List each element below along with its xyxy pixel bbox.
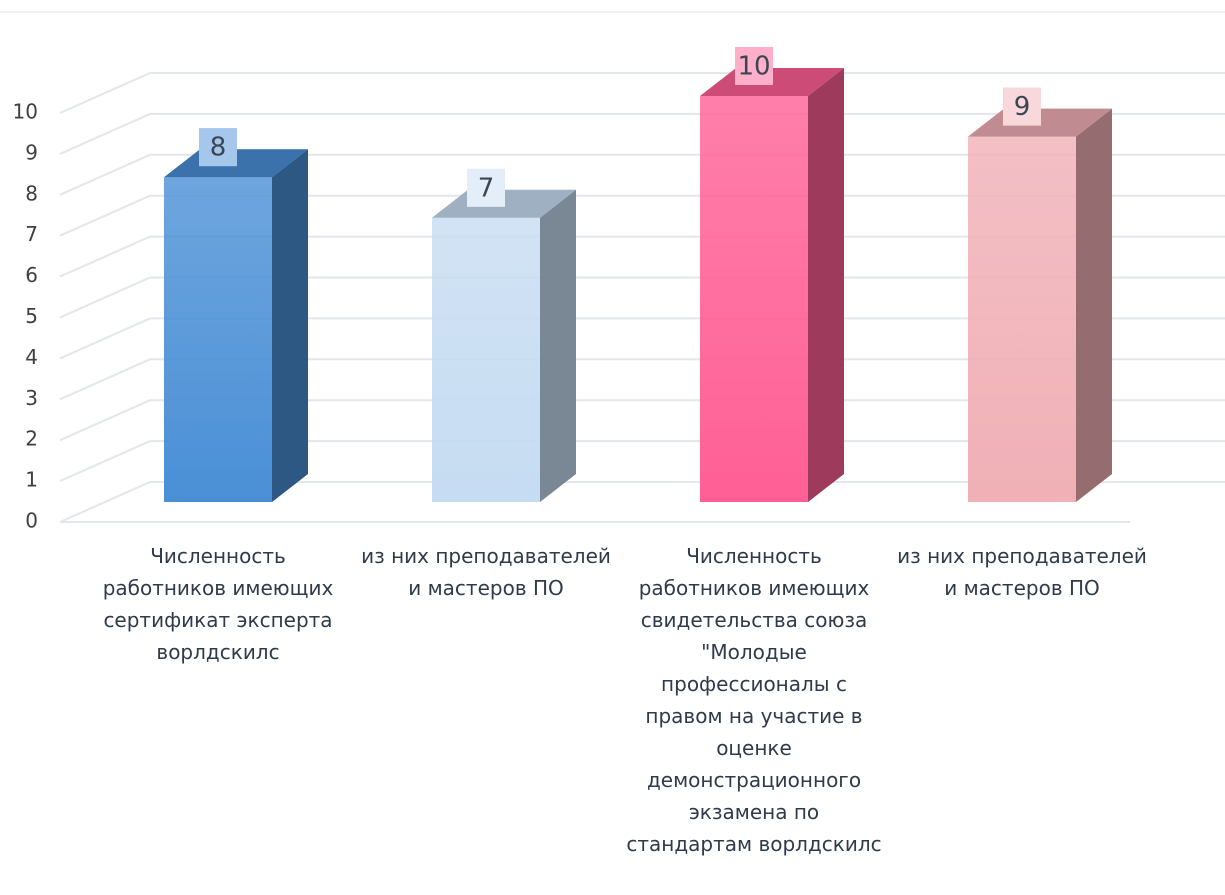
x-tick-label: Численность работников имеющих свидетель…	[626, 544, 882, 856]
bar	[164, 177, 272, 502]
value-label: 9	[1014, 92, 1031, 122]
grid-line	[59, 399, 151, 442]
y-tick-label: 9	[25, 140, 38, 164]
y-tick-label: 7	[25, 222, 38, 246]
grid-line	[59, 276, 151, 319]
grid-line	[59, 194, 151, 237]
bar-side	[808, 68, 844, 502]
bar-side-shade	[1076, 108, 1112, 502]
bar-side	[540, 189, 576, 503]
bar	[432, 217, 540, 503]
value-label-box-tint	[467, 168, 505, 207]
value-label: 8	[210, 133, 227, 163]
y-tick-label: 3	[25, 386, 38, 410]
grid-line	[59, 112, 151, 155]
y-tick-label: 0	[25, 509, 38, 533]
x-tick-label: Численность работников имеющих сертифика…	[102, 544, 334, 664]
y-tick-label: 10	[13, 100, 38, 124]
grid-line	[59, 481, 151, 523]
y-tick-label: 6	[25, 263, 38, 287]
bar	[700, 96, 808, 502]
y-tick-label: 5	[25, 304, 38, 328]
grid-line	[59, 72, 151, 114]
value-label-box-tint	[735, 47, 773, 85]
grid-line	[59, 440, 151, 483]
grid-line	[59, 317, 151, 360]
value-label: 7	[478, 173, 495, 203]
grid-line	[59, 358, 151, 401]
x-tick-label: из них преподавателей и мастеров ПО	[361, 544, 611, 600]
value-label: 10	[737, 52, 770, 82]
bar-side-shade	[272, 149, 308, 502]
bar-side-shade	[540, 189, 576, 503]
value-label-box-tint	[1003, 87, 1041, 126]
grid-line	[59, 153, 151, 196]
value-label-box-tint	[199, 128, 237, 167]
bar-side	[1076, 108, 1112, 502]
y-tick-label: 4	[25, 345, 38, 369]
y-tick-label: 2	[25, 427, 38, 451]
bar-side	[272, 149, 308, 502]
bar	[968, 136, 1076, 502]
grid-line	[59, 235, 151, 278]
y-tick-label: 1	[25, 468, 38, 492]
x-tick-label: из них преподавателей и мастеров ПО	[897, 544, 1147, 600]
bar-side-shade	[808, 68, 844, 502]
y-tick-label: 8	[25, 181, 38, 205]
